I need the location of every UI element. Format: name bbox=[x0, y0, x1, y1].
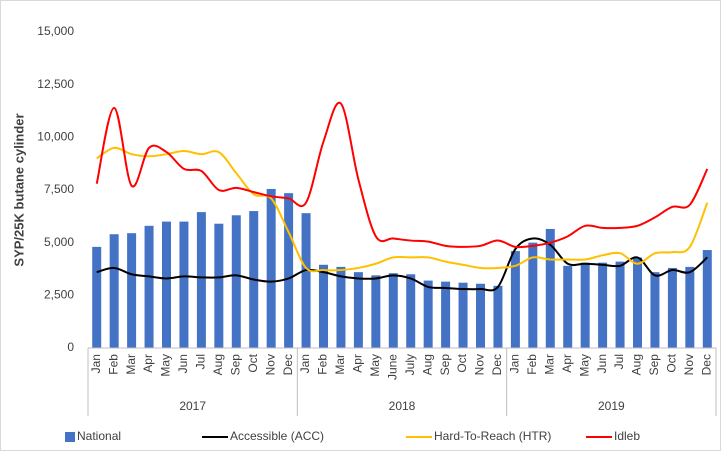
x-tick-label: May bbox=[159, 354, 173, 377]
y-tick-label: 12,500 bbox=[37, 77, 74, 91]
series-line bbox=[96, 237, 708, 292]
bar bbox=[563, 265, 573, 348]
x-tick-label: Jun bbox=[176, 354, 190, 373]
x-tick-label: Oct bbox=[455, 353, 469, 372]
bar bbox=[109, 234, 119, 348]
bar bbox=[650, 272, 660, 348]
x-tick-label: Jan bbox=[89, 354, 103, 373]
x-tick-label: Apr bbox=[560, 354, 574, 373]
bar bbox=[319, 264, 328, 348]
x-tick-label: Mar bbox=[333, 354, 347, 375]
legend-label: National bbox=[77, 429, 121, 443]
x-tick-label: Mar bbox=[542, 354, 556, 375]
y-tick-label: 10,000 bbox=[37, 130, 74, 144]
bar bbox=[371, 275, 381, 348]
legend-label: Accessible (ACC) bbox=[230, 429, 324, 443]
bar bbox=[633, 257, 642, 348]
bar bbox=[301, 213, 311, 348]
bar bbox=[284, 193, 294, 348]
y-tick-label: 7,500 bbox=[44, 182, 74, 196]
bar bbox=[162, 221, 171, 348]
group-label: 2017 bbox=[179, 399, 206, 413]
y-tick-label: 5,000 bbox=[44, 235, 74, 249]
x-tick-label: Nov bbox=[263, 354, 277, 375]
x-tick-label: Mar bbox=[124, 354, 138, 375]
x-tick-label: Nov bbox=[682, 354, 696, 375]
bar bbox=[353, 272, 363, 348]
bar bbox=[388, 273, 398, 348]
x-tick-label: June bbox=[385, 354, 399, 380]
x-tick-label: May bbox=[368, 354, 382, 377]
y-tick-label: 2,500 bbox=[44, 288, 74, 302]
bar bbox=[92, 246, 102, 348]
bar bbox=[179, 221, 189, 348]
y-tick-label: 15,000 bbox=[37, 24, 74, 38]
x-tick-label: Jan bbox=[298, 354, 312, 373]
bar bbox=[214, 223, 224, 348]
bar bbox=[441, 281, 451, 348]
bar bbox=[528, 242, 538, 348]
series-line bbox=[95, 101, 709, 249]
bar bbox=[423, 280, 433, 348]
x-tick-label: Oct bbox=[665, 353, 679, 372]
x-tick-label: Jul bbox=[612, 354, 626, 369]
x-tick-label: Oct bbox=[246, 353, 260, 372]
x-tick-label: Feb bbox=[106, 354, 120, 375]
x-tick-label: Aug bbox=[420, 354, 434, 375]
bar bbox=[493, 285, 503, 348]
x-tick-label: Aug bbox=[211, 354, 225, 375]
series-line bbox=[96, 146, 709, 273]
x-tick-label: Nov bbox=[473, 354, 487, 375]
x-tick-label: Sep bbox=[647, 354, 661, 376]
bar bbox=[476, 283, 485, 348]
bar bbox=[580, 262, 590, 348]
bar bbox=[336, 266, 346, 348]
bar bbox=[545, 228, 555, 348]
bar bbox=[598, 262, 608, 348]
bar bbox=[667, 267, 677, 348]
bar bbox=[144, 225, 154, 348]
legend-swatch bbox=[65, 432, 75, 442]
bar bbox=[406, 274, 416, 348]
x-tick-label: Dec bbox=[699, 354, 713, 375]
bar bbox=[196, 212, 206, 348]
x-tick-label: May bbox=[577, 354, 591, 377]
bar bbox=[615, 261, 625, 348]
group-label: 2019 bbox=[598, 399, 625, 413]
legend-label: Hard-To-Reach (HTR) bbox=[434, 429, 551, 443]
bar bbox=[685, 266, 695, 348]
x-tick-label: Apr bbox=[141, 354, 155, 373]
bar bbox=[458, 282, 468, 348]
x-tick-label: Aug bbox=[630, 354, 644, 375]
x-tick-label: Apr bbox=[351, 354, 365, 373]
x-tick-label: Feb bbox=[316, 354, 330, 375]
bar bbox=[127, 233, 137, 348]
legend-label: Idleb bbox=[614, 429, 640, 443]
y-tick-label: 0 bbox=[67, 340, 74, 354]
x-tick-label: Feb bbox=[525, 354, 539, 375]
x-tick-label: Jul bbox=[194, 354, 208, 369]
x-tick-label: Jun bbox=[595, 354, 609, 373]
x-tick-label: Dec bbox=[281, 354, 295, 375]
x-tick-label: Sep bbox=[438, 354, 452, 376]
x-tick-label: July bbox=[403, 354, 417, 375]
bar bbox=[231, 215, 241, 348]
y-axis-label: SYP/25K butane cylinder bbox=[11, 113, 26, 266]
bar bbox=[702, 250, 712, 348]
bar bbox=[510, 251, 520, 348]
x-tick-label: Dec bbox=[490, 354, 504, 375]
bar bbox=[266, 188, 276, 348]
x-tick-label: Sep bbox=[228, 354, 242, 376]
x-tick-label: Jan bbox=[508, 354, 522, 373]
group-label: 2018 bbox=[389, 399, 416, 413]
